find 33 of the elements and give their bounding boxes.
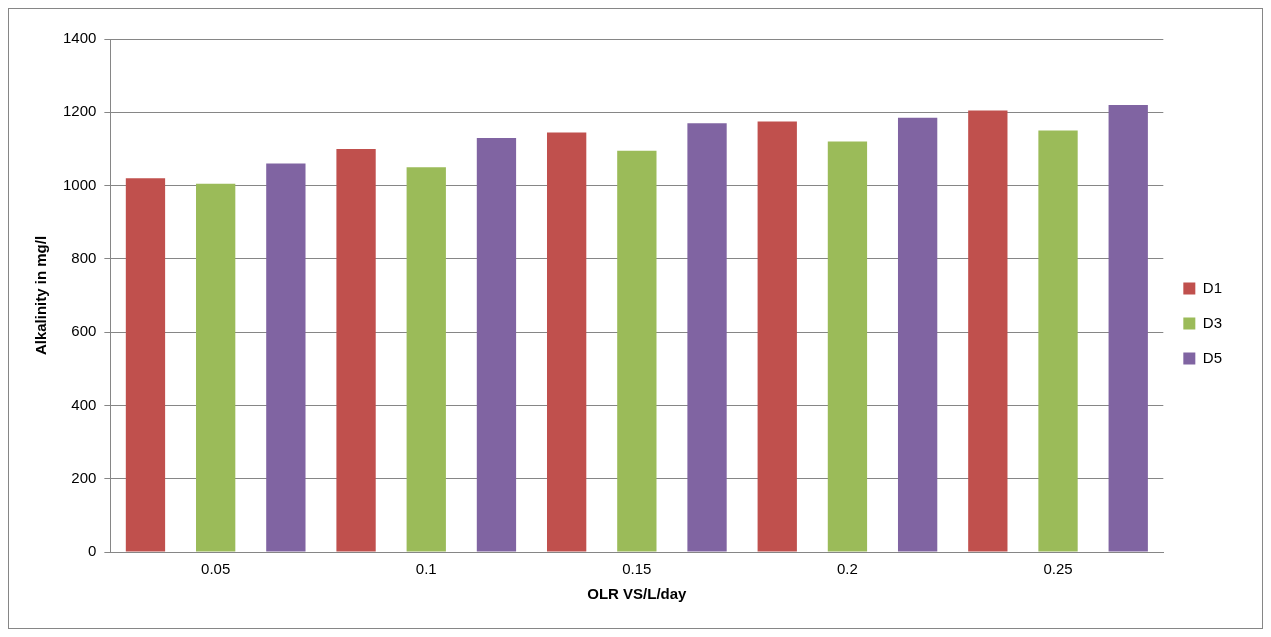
bar	[125, 178, 166, 552]
bar	[336, 148, 376, 552]
y-tick-label: 600	[71, 322, 97, 340]
legend-label: D5	[1202, 348, 1223, 366]
y-tick-label: 200	[71, 468, 97, 486]
y-tick-label: 1200	[62, 102, 97, 120]
legend-label: D3	[1202, 313, 1223, 331]
x-tick-label: 0.15	[622, 560, 652, 578]
bar	[617, 150, 657, 552]
bar	[687, 123, 727, 552]
bar	[827, 141, 868, 552]
y-tick-label: 800	[71, 249, 97, 266]
legend-label: D1	[1202, 278, 1223, 296]
bar	[476, 137, 517, 552]
x-axis-title: OLR VS/L/day	[587, 585, 688, 603]
y-axis-title: Alkalinity in mg/l	[32, 235, 50, 356]
x-tick-label: 0.1	[415, 560, 437, 578]
bar	[196, 183, 236, 552]
y-tick-label: 0	[88, 542, 97, 560]
bar	[406, 167, 446, 552]
bar	[968, 110, 1008, 552]
bar	[266, 163, 306, 552]
x-tick-label: 0.05	[201, 560, 231, 578]
bar	[1038, 130, 1078, 552]
x-tick-label: 0.2	[837, 560, 858, 578]
y-tick-label: 1000	[62, 175, 97, 193]
y-tick-label: 1400	[62, 29, 97, 47]
x-tick-label: 0.25	[1043, 560, 1073, 578]
y-tick-label: 400	[71, 395, 97, 413]
bar	[897, 117, 938, 552]
bar	[757, 121, 797, 552]
bar	[547, 132, 587, 552]
bar	[1108, 104, 1148, 552]
